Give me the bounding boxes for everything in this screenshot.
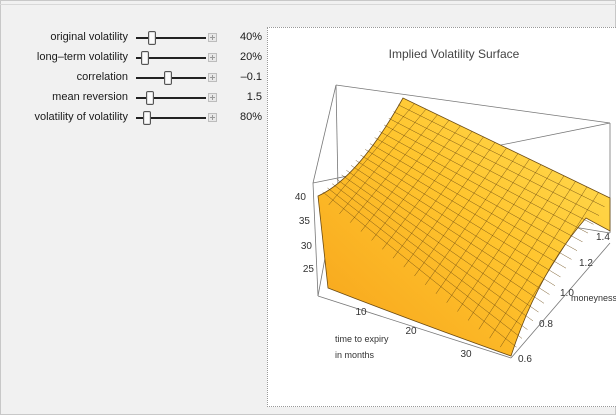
expand-plus-icon[interactable] xyxy=(208,73,217,82)
mesh-line xyxy=(489,186,588,339)
slider-track[interactable] xyxy=(136,97,206,99)
control-mean-reversion: mean reversion 1.5 xyxy=(0,88,270,108)
y-axis-label: moneyness xyxy=(571,293,616,303)
mesh-line xyxy=(446,164,542,303)
mesh-line xyxy=(328,103,415,206)
mesh-line xyxy=(398,104,605,207)
y-tick-label: 0.8 xyxy=(539,319,553,330)
y-tick-label: 1.2 xyxy=(579,258,593,269)
mesh-line xyxy=(384,124,589,234)
y-tick-label: 1.0 xyxy=(560,288,574,299)
mesh-line xyxy=(467,175,565,321)
surface-plot: Implied Volatility Surface 40 35 30 25 xyxy=(295,47,616,365)
mesh-line xyxy=(336,179,534,322)
control-value: –0.1 xyxy=(240,71,262,83)
z-tick-label: 25 xyxy=(303,264,315,275)
mesh-line xyxy=(382,131,473,250)
mesh-line xyxy=(374,137,578,251)
z-tick-label: 30 xyxy=(301,241,313,252)
slider-thumb[interactable] xyxy=(141,51,149,65)
mesh-line xyxy=(339,108,427,214)
mesh-line xyxy=(403,142,496,268)
control-label: correlation xyxy=(76,71,128,83)
mesh-line xyxy=(457,170,553,312)
control-volatility-of-volatility: volatility of volatility 80% xyxy=(0,108,270,128)
mesh-line xyxy=(327,187,523,339)
control-original-volatility: original volatility 40% xyxy=(0,28,270,48)
x-axis-label-line2: in months xyxy=(335,350,375,360)
control-label: long–term volatility xyxy=(36,51,128,63)
control-long-term-volatility: long–term volatility 20% xyxy=(0,48,270,68)
mesh-line xyxy=(414,147,507,277)
mesh-line xyxy=(500,192,599,348)
z-tick-label: 40 xyxy=(295,192,307,203)
mesh-line xyxy=(346,170,545,304)
slider-thumb[interactable] xyxy=(148,31,156,45)
x-axis-label-line1: time to expiry xyxy=(335,334,389,344)
mesh-line xyxy=(349,114,438,223)
control-label: volatility of volatility xyxy=(34,111,128,123)
expand-plus-icon[interactable] xyxy=(208,33,217,42)
mesh-line xyxy=(425,153,519,286)
mesh-line xyxy=(365,149,567,269)
expand-plus-icon[interactable] xyxy=(208,53,217,62)
mesh-line xyxy=(360,120,450,232)
mesh-line xyxy=(392,136,484,259)
mesh-line xyxy=(350,165,550,295)
expand-plus-icon[interactable] xyxy=(208,113,217,122)
control-label: mean reversion xyxy=(52,91,128,103)
top-separator xyxy=(0,4,616,5)
plot-area[interactable]: Implied Volatility Surface 40 35 30 25 xyxy=(267,27,616,407)
mesh-line xyxy=(355,160,556,286)
slider-track[interactable] xyxy=(136,57,206,59)
slider-thumb[interactable] xyxy=(146,91,154,105)
x-tick-label: 10 xyxy=(355,307,367,318)
mesh-line xyxy=(388,118,594,225)
z-tick-label: 35 xyxy=(299,216,311,227)
x-tick-label: 30 xyxy=(460,349,472,360)
y-tick-label: 0.6 xyxy=(518,354,532,365)
slider-thumb[interactable] xyxy=(164,71,172,85)
mesh-line xyxy=(369,143,572,260)
expand-plus-icon[interactable] xyxy=(208,93,217,102)
control-label: original volatility xyxy=(50,31,128,43)
mesh-line xyxy=(341,174,539,313)
y-tick-label: 1.4 xyxy=(596,232,610,243)
slider-track[interactable] xyxy=(136,37,206,39)
control-value: 20% xyxy=(239,51,262,63)
mesh-line xyxy=(435,158,530,294)
surface-patch xyxy=(317,97,611,357)
chart-title: Implied Volatility Surface xyxy=(389,47,520,61)
slider-thumb[interactable] xyxy=(143,111,151,125)
mesh-line xyxy=(393,111,600,216)
control-value: 80% xyxy=(239,111,262,123)
mesh-line xyxy=(332,183,528,330)
mesh-line xyxy=(379,131,583,243)
surface-mesh xyxy=(322,103,605,348)
control-value: 1.5 xyxy=(246,91,262,103)
slider-track[interactable] xyxy=(136,117,206,119)
x-tick-label: 20 xyxy=(405,326,417,337)
mesh-line xyxy=(360,154,561,278)
mesh-line xyxy=(371,125,461,241)
control-value: 40% xyxy=(239,31,262,43)
mesh-line xyxy=(478,181,576,330)
control-correlation: correlation –0.1 xyxy=(0,68,270,88)
